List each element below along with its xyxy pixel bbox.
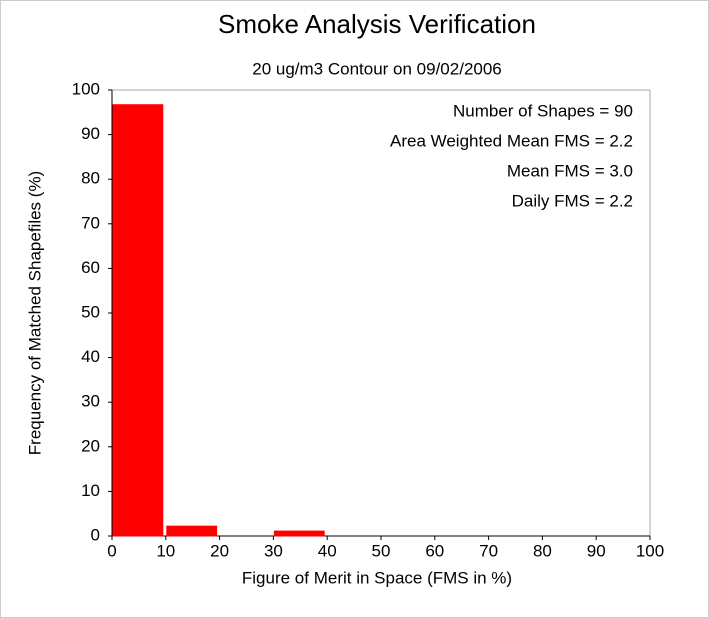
x-tick-label: 20: [210, 541, 229, 560]
x-tick-label: 70: [479, 541, 498, 560]
annotation: Area Weighted Mean FMS = 2.2: [390, 131, 633, 150]
y-tick-label: 10: [81, 481, 100, 500]
annotation: Mean FMS = 3.0: [507, 161, 633, 180]
y-tick-label: 90: [81, 124, 100, 143]
x-tick-label: 80: [533, 541, 552, 560]
bar: [273, 530, 325, 537]
x-tick-label: 50: [372, 541, 391, 560]
y-axis-label: Frequency of Matched Shapefiles (%): [25, 171, 44, 455]
y-tick-label: 80: [81, 169, 100, 188]
y-tick-label: 20: [81, 436, 100, 455]
x-tick-label: 90: [587, 541, 606, 560]
annotation: Daily FMS = 2.2: [512, 191, 633, 210]
bar: [166, 525, 218, 537]
x-tick-label: 40: [318, 541, 337, 560]
y-tick-label: 100: [72, 79, 100, 98]
x-tick-label: 30: [264, 541, 283, 560]
y-tick-label: 30: [81, 392, 100, 411]
x-tick-label: 60: [425, 541, 444, 560]
chart-subtitle: 20 ug/m3 Contour on 09/02/2006: [252, 59, 502, 78]
annotation: Number of Shapes = 90: [453, 101, 633, 120]
y-tick-label: 70: [81, 213, 100, 232]
y-tick-label: 0: [91, 525, 100, 544]
x-tick-label: 100: [636, 541, 664, 560]
bar: [112, 104, 164, 537]
x-tick-label: 10: [156, 541, 175, 560]
x-tick-label: 0: [107, 541, 116, 560]
x-axis-label: Figure of Merit in Space (FMS in %): [242, 568, 512, 587]
y-tick-label: 60: [81, 258, 100, 277]
y-tick-label: 50: [81, 302, 100, 321]
chart-title: Smoke Analysis Verification: [218, 9, 536, 39]
y-tick-label: 40: [81, 347, 100, 366]
